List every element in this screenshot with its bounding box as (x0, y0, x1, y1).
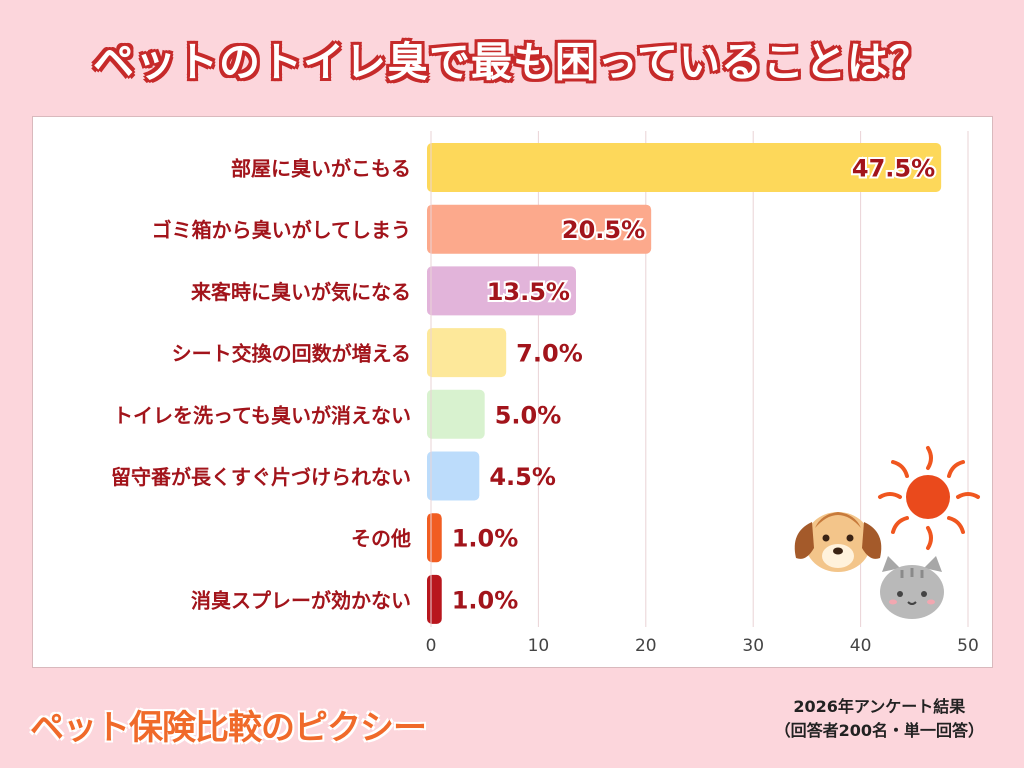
bar (427, 143, 942, 192)
survey-note: 2026年アンケート結果 （回答者200名・単一回答） (775, 695, 984, 743)
category-label: 来客時に臭いが気になる (190, 280, 411, 304)
bar (427, 389, 485, 439)
bar (427, 328, 507, 378)
data-label: 1.0% (452, 525, 519, 553)
bar-chart: 0 10 20 30 40 50 部屋に臭いがこもる 47.5% ゴミ箱から臭いがしてしまう 20… (111, 131, 979, 656)
category-label: 留守番が長くすぐ片づけられない (111, 465, 411, 489)
chart-panel: 0 10 20 30 40 50 部屋に臭いがこもる 47.5% ゴミ箱から臭いがしてしまう 20… (32, 116, 993, 668)
survey-note-line2: （回答者200名・単一回答） (774, 721, 984, 740)
category-label: その他 (351, 527, 411, 551)
category-label: シート交換の回数が増える (172, 342, 411, 366)
x-tick-label: 20 (635, 636, 657, 656)
category-label: 消臭スプレーが効かない (191, 588, 411, 612)
x-tick-label: 0 (426, 636, 437, 656)
category-label: 部屋に臭いがこもる (231, 157, 411, 181)
brand-logo-text: ペット保険比較のピクシー (30, 708, 427, 748)
data-label: 4.5% (489, 463, 556, 491)
dog-icon (794, 512, 882, 572)
data-label: 7.0% (516, 340, 583, 368)
survey-note-line1: 2026年アンケート結果 (793, 697, 966, 716)
data-label: 1.0% (452, 586, 519, 614)
category-label: トイレを洗っても臭いが消えない (113, 403, 411, 427)
bar (427, 204, 652, 254)
bar (427, 266, 576, 316)
data-label: 5.0% (495, 401, 562, 429)
x-tick-label: 10 (528, 636, 550, 656)
x-tick-label: 50 (957, 636, 979, 656)
data-label: 13.5% (487, 278, 570, 306)
category-label: ゴミ箱から臭いがしてしまう (152, 218, 411, 242)
bar (427, 451, 480, 501)
x-tick-label: 30 (742, 636, 764, 656)
data-label: 20.5% (562, 216, 645, 244)
data-label: 47.5% (852, 155, 935, 183)
sun-icon (878, 446, 980, 550)
page-title: ペットのトイレ臭で最も困っていることは？ (93, 38, 931, 86)
x-tick-label: 40 (850, 636, 872, 656)
cat-icon (880, 556, 944, 619)
